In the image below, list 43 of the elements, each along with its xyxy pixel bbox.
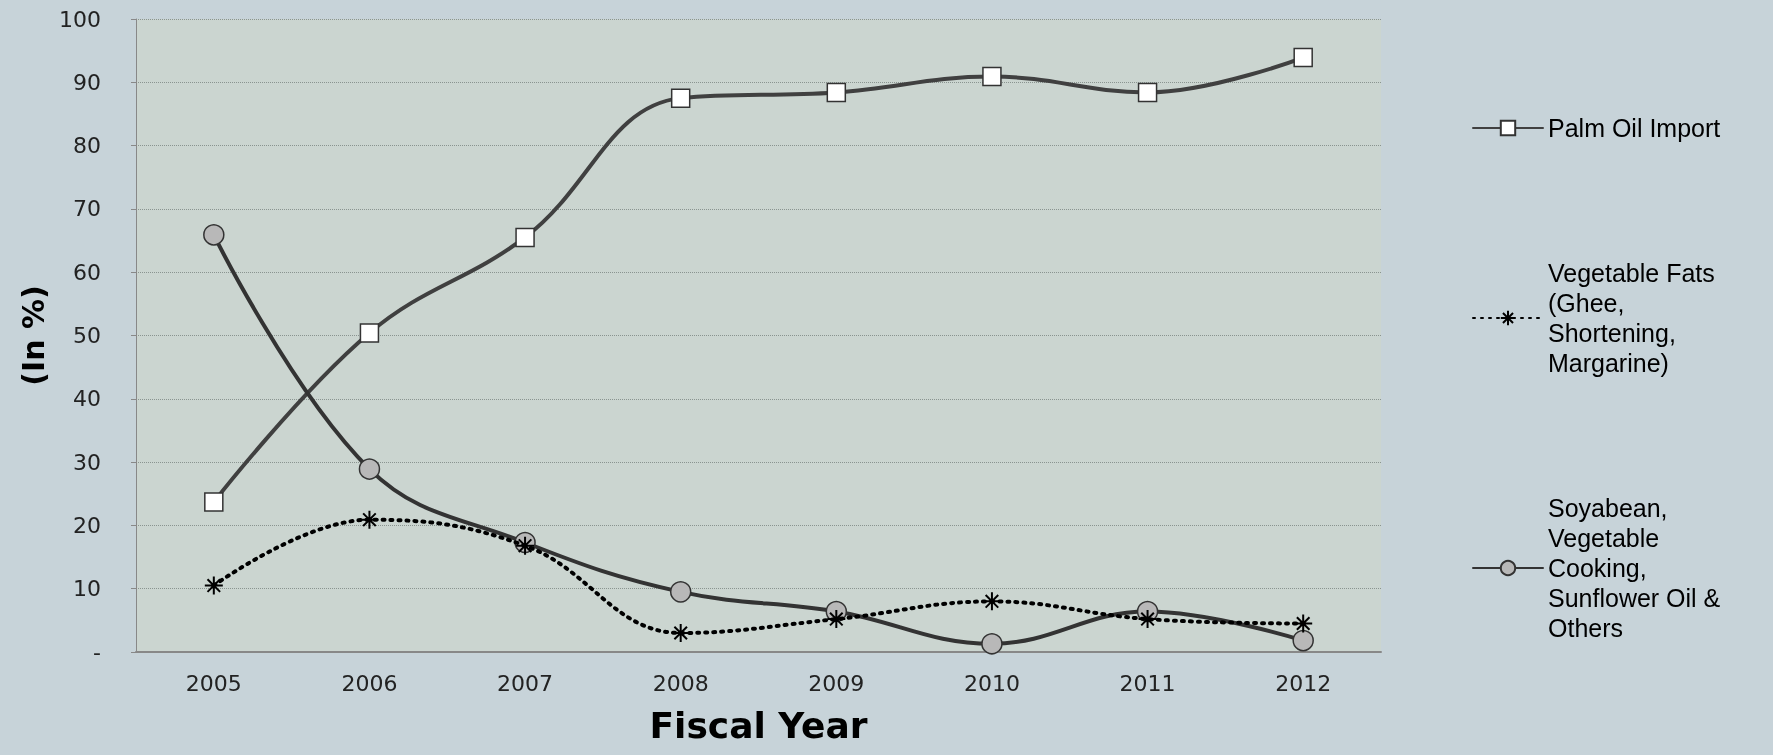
x-tick-label: 2011	[1119, 670, 1176, 696]
y-tick-label: 10	[73, 576, 101, 602]
point	[1292, 629, 1314, 652]
y-tick-label: 60	[73, 259, 101, 285]
y-tick-label: 50	[73, 323, 101, 348]
point	[669, 581, 692, 603]
x-tick-label: 2009	[808, 670, 865, 696]
y-tick-label: 100	[59, 6, 101, 32]
y-tick-label: 70	[73, 196, 101, 222]
x-tick-label: 2007	[497, 670, 554, 696]
point	[1293, 47, 1313, 68]
x-tick-label: 2005	[185, 670, 242, 696]
y-tick-label: 20	[73, 512, 101, 538]
point	[203, 224, 225, 246]
point	[670, 623, 691, 644]
legend-label: Vegetable Fats (Ghee, Shortening, Margarine)	[1548, 259, 1722, 377]
point	[826, 82, 847, 103]
x-tick-label: 2010	[963, 670, 1020, 696]
point	[1293, 613, 1314, 634]
point	[203, 575, 224, 596]
y-tick-label: 90	[73, 69, 101, 95]
point	[1137, 609, 1158, 630]
y-tick-label: 40	[73, 386, 101, 412]
legend-label: Soyabean,Vegetable Cooking, Sunflower Oil & Others	[1548, 494, 1728, 642]
point	[670, 88, 691, 108]
y-tick-label: 80	[73, 133, 101, 159]
y-tick-label: -	[93, 639, 101, 665]
x-axis-title: Fiscal Year	[649, 704, 868, 746]
point	[981, 633, 1003, 655]
point	[515, 227, 535, 248]
point	[982, 66, 1002, 87]
y-axis-title: (In %)	[15, 285, 51, 386]
point	[359, 509, 380, 530]
y-tick-label: 30	[73, 449, 101, 475]
x-tick-label: 2006	[341, 670, 398, 696]
point	[1137, 82, 1158, 103]
x-tick-label: 2008	[652, 670, 709, 696]
point	[358, 458, 381, 480]
point	[826, 609, 847, 630]
legend-label: Palm Oil Import	[1548, 114, 1721, 142]
x-tick-label: 2012	[1275, 670, 1332, 696]
point	[359, 323, 380, 343]
point	[204, 492, 224, 512]
